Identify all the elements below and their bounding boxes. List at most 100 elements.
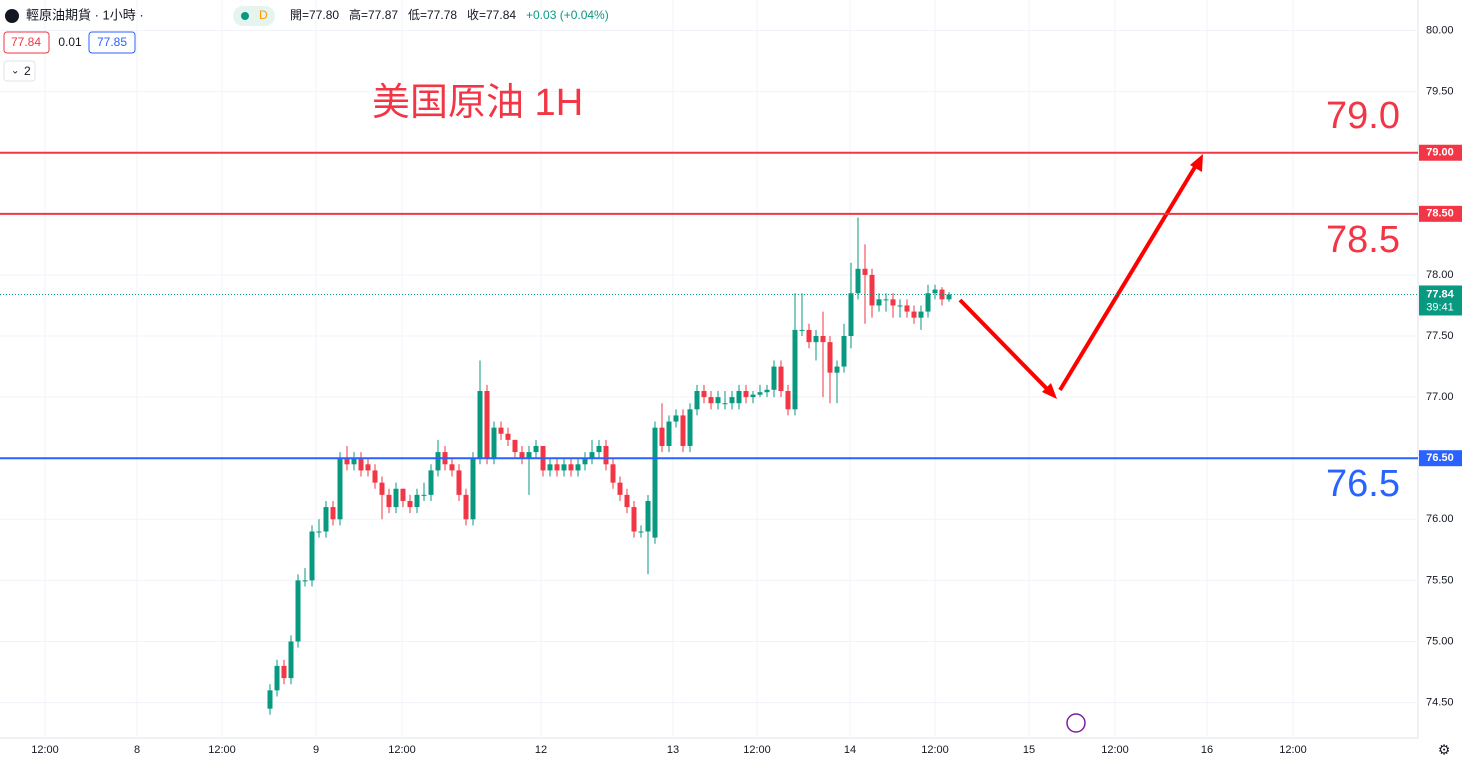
candle-body — [883, 299, 889, 301]
candle-body — [393, 488, 399, 508]
candle-body — [785, 390, 791, 410]
buy-price[interactable]: 77.85 — [97, 35, 127, 49]
candle-body — [701, 390, 707, 398]
y-tick-label: 76.00 — [1426, 513, 1454, 525]
x-tick-label: 8 — [134, 744, 140, 756]
candle-body — [946, 294, 952, 300]
candle-body — [631, 507, 637, 532]
candle-body — [407, 500, 413, 508]
candle-body — [547, 464, 553, 471]
indicator-count[interactable]: 2 — [24, 64, 31, 78]
candle-body — [498, 427, 504, 434]
candle-body — [792, 329, 798, 410]
candle-body — [610, 464, 616, 483]
candle-body — [904, 305, 910, 312]
candle-body — [778, 366, 784, 391]
candle-body — [652, 427, 658, 538]
event-icon[interactable] — [1066, 713, 1086, 733]
candle-body — [799, 329, 805, 331]
candle-body — [477, 390, 483, 459]
candle-body — [743, 390, 749, 398]
x-tick-label: 12:00 — [388, 744, 416, 756]
ohlc: 開=77.80 — [290, 8, 339, 22]
candle-body — [281, 665, 287, 679]
candle-body — [421, 494, 427, 496]
level-tag — [1419, 144, 1462, 161]
candle-body — [568, 464, 574, 471]
candle-body — [925, 293, 931, 312]
candle-body — [274, 665, 280, 691]
sell-price[interactable]: 77.84 — [11, 35, 41, 49]
candle-body — [533, 445, 539, 453]
spread: 0.01 — [58, 35, 82, 49]
candle-body — [316, 531, 322, 533]
candle-body — [876, 299, 882, 306]
change: +0.03 (+0.04%) — [526, 8, 609, 22]
candle-body — [918, 311, 924, 318]
candle-body — [680, 415, 686, 446]
level-tag-label: 78.50 — [1426, 208, 1454, 220]
candle-body — [484, 390, 490, 459]
x-tick-label: 12:00 — [921, 744, 949, 756]
candle-body — [855, 268, 861, 294]
candle-body — [750, 394, 756, 398]
settings-icon[interactable]: ⚙ — [1438, 742, 1451, 758]
level-tag-label: 76.50 — [1426, 452, 1454, 464]
level-tag-label: 79.00 — [1426, 147, 1454, 159]
candle-body — [820, 336, 826, 343]
candle-body — [288, 641, 294, 679]
candle-body — [806, 329, 812, 343]
candle-body — [911, 311, 917, 318]
candles — [267, 217, 952, 715]
candle-body — [890, 299, 896, 306]
candle-body — [715, 397, 721, 404]
candle-body — [687, 409, 693, 446]
candle-body — [589, 452, 595, 459]
candle-body — [365, 464, 371, 471]
sell-button[interactable] — [3, 31, 50, 54]
candle-body — [582, 458, 588, 465]
y-tick-label: 75.50 — [1426, 574, 1454, 586]
y-tick-label: 79.50 — [1426, 86, 1454, 98]
arrow-down — [958, 298, 1055, 397]
level-annotation: 76.5 — [1326, 463, 1400, 505]
buy-button[interactable] — [88, 31, 136, 54]
last-price-label: 77.84 — [1426, 288, 1454, 300]
x-tick-label: 12:00 — [31, 744, 59, 756]
candle-body — [561, 464, 567, 471]
candle-body — [827, 342, 833, 373]
level-annotation: 78.5 — [1326, 219, 1400, 261]
candle-body — [624, 494, 630, 508]
candle-body — [512, 439, 518, 453]
y-tick-label: 75.00 — [1426, 635, 1454, 647]
candle-body — [302, 580, 308, 582]
annotation: 美国原油 1H — [372, 82, 583, 124]
symbol-icon — [5, 9, 19, 23]
candle-body — [372, 470, 378, 483]
candle-body — [645, 500, 651, 532]
candle-body — [428, 470, 434, 495]
candle-body — [862, 268, 868, 275]
candle-body — [358, 458, 364, 471]
last-price-tag — [1419, 285, 1462, 316]
candle-body — [603, 445, 609, 465]
candle-body — [575, 464, 581, 471]
y-tick-label: 78.00 — [1426, 269, 1454, 281]
candle-body — [414, 494, 420, 508]
candle-body — [673, 415, 679, 422]
x-tick-label: 16 — [1201, 744, 1213, 756]
candle-body — [491, 427, 497, 459]
candle-body — [708, 397, 714, 404]
level-annotation: 79.0 — [1326, 95, 1400, 137]
candle-body — [386, 494, 392, 508]
candle-body — [526, 452, 532, 459]
indicators-toggle[interactable] — [3, 60, 36, 82]
candle-body — [666, 421, 672, 446]
candle-body — [470, 458, 476, 520]
candle-body — [722, 403, 728, 405]
y-tick-label: 77.00 — [1426, 391, 1454, 403]
x-tick-label: 12:00 — [1279, 744, 1307, 756]
candle-body — [834, 366, 840, 373]
candle-body — [813, 336, 819, 343]
